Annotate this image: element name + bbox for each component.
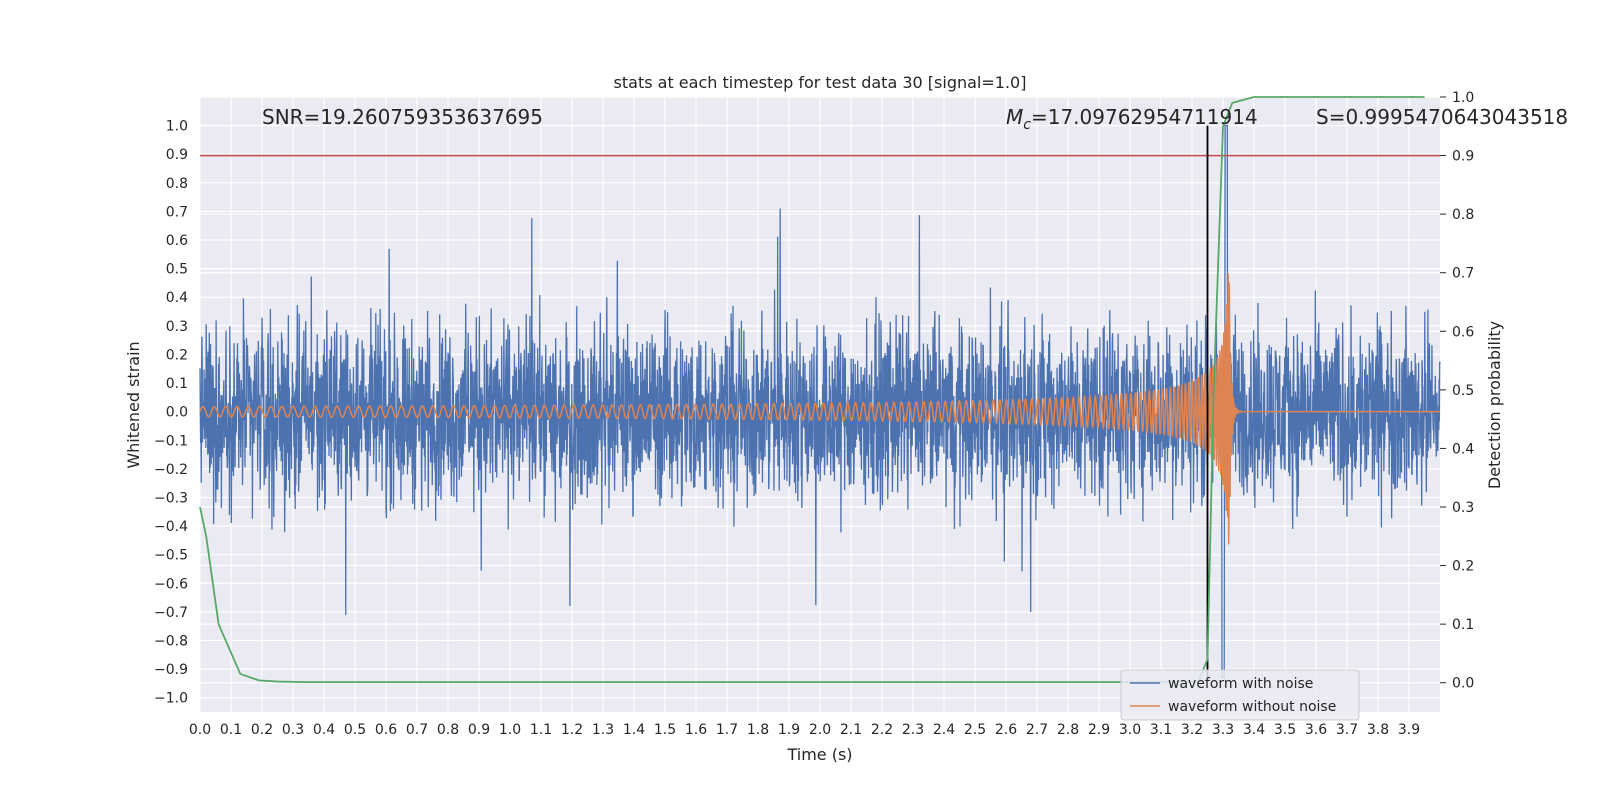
x-axis-label: Time (s) bbox=[786, 745, 852, 764]
x-tick-label: 3.3 bbox=[1212, 722, 1234, 738]
y-tick-label: −0.1 bbox=[154, 433, 188, 449]
y-tick-label: −0.5 bbox=[154, 548, 188, 564]
y-tick-label: 0.9 bbox=[166, 147, 188, 163]
x-tick-label: 3.5 bbox=[1274, 722, 1296, 738]
x-tick-label: 1.7 bbox=[716, 722, 738, 738]
y2-tick-label: 0.2 bbox=[1452, 559, 1474, 575]
x-tick-label: 0.3 bbox=[282, 722, 304, 738]
x-tick-label: 0.4 bbox=[313, 722, 335, 738]
y-tick-label: 0.3 bbox=[166, 319, 188, 335]
x-tick-label: 2.1 bbox=[840, 722, 862, 738]
x-tick-label: 1.8 bbox=[747, 722, 769, 738]
y-tick-label: 0.2 bbox=[166, 347, 188, 363]
y-axis-label: Whitened strain bbox=[124, 341, 143, 468]
y-tick-label: −0.9 bbox=[154, 662, 188, 678]
x-tick-label: 0.7 bbox=[406, 722, 428, 738]
legend-box bbox=[1120, 669, 1360, 721]
snr-annotation: SNR=19.260759353637695 bbox=[262, 105, 543, 129]
x-axis: 0.0 0.1 0.2 0.3 0.4 0.5 0.6 0.7 0.8 0.9 1.0 1.1 1.2 1… bbox=[189, 722, 1420, 738]
x-tick-label: 3.2 bbox=[1181, 722, 1203, 738]
score-annotation: S=0.9995470643043518 bbox=[1316, 105, 1568, 129]
x-tick-label: 2.5 bbox=[964, 722, 986, 738]
series-waveform-without-noise bbox=[199, 273, 1440, 545]
chirp-mass-subscript: c bbox=[1023, 117, 1031, 133]
y2-axis-label: Detection probability bbox=[1485, 321, 1504, 489]
y-tick-label: −0.7 bbox=[154, 605, 188, 621]
x-tick-label: 2.2 bbox=[871, 722, 893, 738]
x-tick-label: 2.3 bbox=[902, 722, 924, 738]
legend-label-clean: waveform without noise bbox=[1168, 699, 1336, 715]
x-tick-label: 3.8 bbox=[1367, 722, 1389, 738]
y2-tick-label: 0.1 bbox=[1452, 617, 1474, 633]
y2-tick-label: 1.0 bbox=[1452, 90, 1474, 106]
x-tick-label: 3.1 bbox=[1150, 722, 1172, 738]
y2-tick-label: 0.5 bbox=[1452, 383, 1474, 399]
x-tick-label: 1.0 bbox=[499, 722, 521, 738]
x-tick-label: 0.0 bbox=[189, 722, 211, 738]
x-tick-label: 2.0 bbox=[809, 722, 831, 738]
chart-title: stats at each timestep for test data 30 … bbox=[614, 73, 1027, 92]
x-tick-label: 3.9 bbox=[1398, 722, 1420, 738]
x-tick-label: 1.3 bbox=[592, 722, 614, 738]
y2-tick-label: 0.3 bbox=[1452, 500, 1474, 516]
chirp-mass-annotation: Mc=17.09762954711914 bbox=[1006, 105, 1258, 133]
x-tick-label: 1.4 bbox=[623, 722, 645, 738]
x-tick-label: 0.5 bbox=[344, 722, 366, 738]
y-tick-label: −0.4 bbox=[154, 519, 188, 535]
y-tick-label: 0.0 bbox=[166, 405, 188, 421]
x-tick-label: 1.9 bbox=[778, 722, 800, 738]
y-tick-label: 1.0 bbox=[166, 119, 188, 135]
y2-tick-label: 0.6 bbox=[1452, 324, 1474, 340]
x-tick-label: 3.4 bbox=[1243, 722, 1265, 738]
chirp-mass-value: =17.09762954711914 bbox=[1031, 105, 1258, 129]
y2-tick-label: 0.9 bbox=[1452, 149, 1474, 165]
y-tick-label: −1.0 bbox=[154, 691, 188, 707]
y-axis-right: 1.0 0.9 0.8 0.7 0.6 0.5 0.4 0.3 0.2 0.1 0.0 bbox=[1440, 90, 1474, 692]
x-tick-label: 2.9 bbox=[1088, 722, 1110, 738]
x-tick-label: 0.8 bbox=[437, 722, 459, 738]
x-tick-label: 1.2 bbox=[561, 722, 583, 738]
chirp-mass-symbol: M bbox=[1006, 105, 1023, 129]
series-detection-probability bbox=[199, 96, 1425, 684]
x-tick-label: 3.7 bbox=[1336, 722, 1358, 738]
y-tick-label: 0.8 bbox=[166, 176, 188, 192]
x-tick-label: 2.4 bbox=[933, 722, 955, 738]
y-tick-label: 0.5 bbox=[166, 262, 188, 278]
y2-tick-label: 0.4 bbox=[1452, 441, 1474, 457]
y-tick-label: −0.2 bbox=[154, 462, 188, 478]
y-tick-label: −0.3 bbox=[154, 490, 188, 506]
legend-label-noise: waveform with noise bbox=[1168, 676, 1313, 692]
series-layer bbox=[199, 96, 1441, 684]
y-axis-left: 1.0 0.9 0.8 0.7 0.6 0.5 0.4 0.3 0.2 0.1 0.0 −0.1 −0.… bbox=[154, 119, 188, 707]
x-tick-label: 0.2 bbox=[251, 722, 273, 738]
x-tick-label: 1.6 bbox=[685, 722, 707, 738]
x-tick-label: 1.5 bbox=[654, 722, 676, 738]
legend: waveform with noise waveform without noi… bbox=[1120, 669, 1360, 721]
x-tick-label: 0.1 bbox=[220, 722, 242, 738]
x-tick-label: 0.9 bbox=[468, 722, 490, 738]
x-tick-label: 3.0 bbox=[1119, 722, 1141, 738]
x-tick-label: 2.8 bbox=[1057, 722, 1079, 738]
y-tick-label: 0.6 bbox=[166, 233, 188, 249]
y2-tick-label: 0.7 bbox=[1452, 266, 1474, 282]
x-tick-label: 3.6 bbox=[1305, 722, 1327, 738]
y2-tick-label: 0.0 bbox=[1452, 676, 1474, 692]
x-tick-label: 2.7 bbox=[1026, 722, 1048, 738]
x-tick-label: 1.1 bbox=[530, 722, 552, 738]
y-tick-label: 0.1 bbox=[166, 376, 188, 392]
x-tick-label: 2.6 bbox=[995, 722, 1017, 738]
y-tick-label: −0.6 bbox=[154, 576, 188, 592]
y2-tick-label: 0.8 bbox=[1452, 207, 1474, 223]
y-tick-label: 0.7 bbox=[166, 204, 188, 220]
y-tick-label: −0.8 bbox=[154, 633, 188, 649]
y-tick-label: 0.4 bbox=[166, 290, 188, 306]
x-tick-label: 0.6 bbox=[375, 722, 397, 738]
